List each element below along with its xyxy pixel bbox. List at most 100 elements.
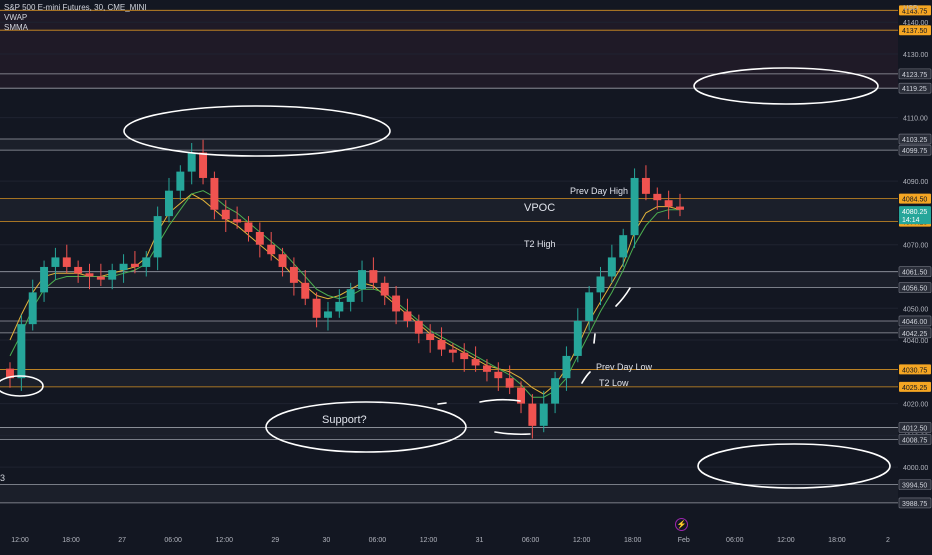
candle-body[interactable] (471, 359, 480, 366)
price-tag[interactable] (898, 497, 932, 509)
candle-body[interactable] (607, 257, 616, 277)
candle-body[interactable] (482, 365, 491, 372)
time-tick-label: 18:00 (624, 537, 642, 544)
candle-body[interactable] (85, 273, 94, 277)
candle-body[interactable] (392, 295, 401, 312)
candle-body[interactable] (403, 311, 412, 321)
current-price-tag[interactable] (899, 206, 931, 225)
candle-body[interactable] (437, 340, 446, 350)
candle-body[interactable] (528, 403, 537, 426)
candle-body[interactable] (358, 270, 367, 290)
price-tag[interactable] (899, 25, 931, 36)
zone-band (0, 484, 898, 503)
candle-body[interactable] (40, 266, 49, 293)
candle-body[interactable] (176, 171, 185, 191)
lightning-icon[interactable]: ⚡ (675, 518, 688, 531)
candle-body[interactable] (210, 177, 219, 210)
time-axis[interactable] (0, 518, 932, 550)
candle-body[interactable] (460, 352, 469, 360)
price-tag[interactable] (898, 479, 932, 490)
candle-body[interactable] (562, 355, 571, 379)
candle-body[interactable] (664, 200, 673, 207)
candle-body[interactable] (28, 292, 37, 325)
price-tag[interactable] (899, 5, 931, 16)
price-tick-label: 4070.00 (903, 243, 928, 250)
drawn-stroke (581, 371, 591, 384)
candle-body[interactable] (142, 257, 151, 267)
candle-body[interactable] (301, 282, 310, 299)
candle-body[interactable] (278, 254, 287, 267)
smma-indicator-label[interactable]: SMMA (4, 23, 28, 32)
candle-body[interactable] (187, 152, 196, 172)
price-tag[interactable] (899, 364, 931, 375)
vwap-indicator-label[interactable]: VWAP (4, 13, 28, 22)
candle-body[interactable] (233, 219, 242, 223)
candle-body[interactable] (414, 320, 423, 334)
candle-body[interactable] (596, 276, 605, 293)
price-tag[interactable] (898, 68, 932, 80)
candle-body[interactable] (573, 320, 582, 356)
candle-body[interactable] (312, 298, 321, 318)
candle-body[interactable] (676, 206, 684, 210)
candle-body[interactable] (653, 193, 662, 201)
price-tag[interactable] (898, 327, 932, 339)
candle-body[interactable] (62, 257, 71, 267)
price-tick-label: 4140.00 (903, 20, 928, 27)
annotation-prev-day-low: Prev Day Low (596, 362, 653, 372)
time-tick-label: 12:00 (777, 537, 795, 544)
candle-body[interactable] (267, 244, 276, 255)
zone-band (0, 10, 898, 89)
candle-body[interactable] (641, 177, 650, 194)
currency-label[interactable]: USD (903, 5, 918, 12)
candle-body[interactable] (130, 263, 139, 267)
price-tag[interactable] (898, 434, 932, 445)
candle-body[interactable] (17, 324, 26, 379)
candle-body[interactable] (96, 276, 105, 280)
candle-body[interactable] (323, 311, 332, 318)
price-tag-label: 4143.75 (902, 8, 927, 15)
price-tag[interactable] (899, 381, 931, 392)
candle-body[interactable] (630, 177, 639, 236)
drawn-stroke (593, 333, 596, 344)
price-tag[interactable] (898, 422, 932, 433)
candle-body[interactable] (221, 209, 230, 220)
price-tag[interactable] (898, 315, 932, 327)
candle-body[interactable] (335, 301, 344, 312)
candle-body[interactable] (199, 152, 208, 178)
candle-body[interactable] (346, 289, 355, 302)
candle-body[interactable] (74, 266, 83, 274)
candle-body[interactable] (585, 292, 594, 321)
candle-body[interactable] (51, 257, 60, 267)
vwap-line[interactable] (9, 193, 681, 395)
price-tag-label: 3994.50 (902, 483, 927, 490)
price-tag[interactable] (898, 82, 932, 94)
price-tag[interactable] (898, 282, 932, 293)
price-tag-label: 4137.50 (902, 28, 927, 35)
price-tag[interactable] (898, 144, 932, 156)
candle-body[interactable] (153, 216, 162, 258)
price-tag[interactable] (899, 193, 931, 204)
candle-body[interactable] (255, 231, 264, 245)
candle-body[interactable] (244, 222, 253, 232)
price-tag[interactable] (898, 266, 932, 278)
price-tag-label: 4123.75 (902, 72, 927, 79)
candle-body[interactable] (165, 190, 173, 217)
candle-body[interactable] (426, 333, 435, 341)
candle-body[interactable] (380, 282, 389, 296)
candle-body[interactable] (6, 368, 14, 379)
candle-body[interactable] (619, 235, 628, 258)
price-tag[interactable] (898, 133, 932, 145)
symbol-title[interactable]: S&P 500 E-mini Futures, 30, CME_MINI (4, 3, 147, 12)
candle-body[interactable] (505, 378, 514, 388)
candle-body[interactable] (494, 371, 503, 379)
candle-body[interactable] (108, 270, 117, 280)
candle-body[interactable] (369, 270, 378, 283)
candle-body[interactable] (289, 266, 298, 283)
candle-body[interactable] (539, 403, 548, 426)
candle-body[interactable] (448, 349, 457, 353)
candle-body[interactable] (551, 378, 560, 404)
candle-body[interactable] (517, 387, 525, 404)
candle-body[interactable] (119, 263, 128, 271)
